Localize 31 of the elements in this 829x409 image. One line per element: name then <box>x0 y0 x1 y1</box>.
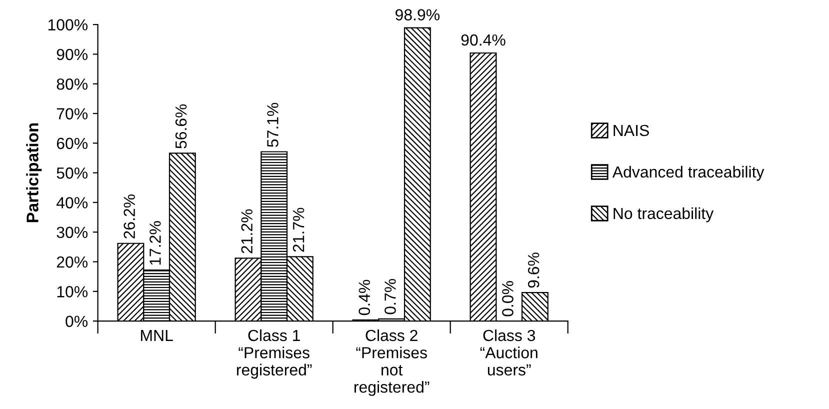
data-label: 21.7% <box>292 208 304 252</box>
x-tick-label: Class 2 “Premises not registered” <box>354 329 430 396</box>
x-tick-label: Class 1 “Premises registered” <box>236 329 312 379</box>
data-label: 9.6% <box>528 252 540 288</box>
y-tick-label: 30% <box>56 226 88 238</box>
data-label: 98.9% <box>396 9 440 20</box>
data-label: 26.2% <box>124 194 136 238</box>
x-tick-label: MNL <box>141 330 173 341</box>
y-tick-label: 100% <box>48 19 88 30</box>
data-label: 0.0% <box>502 281 514 316</box>
data-label: 17.2% <box>150 221 161 265</box>
data-label: 90.4% <box>461 34 506 46</box>
data-label: 0.4% <box>358 280 370 316</box>
data-label: 0.7% <box>384 278 396 314</box>
y-tick-label: 50% <box>56 167 88 179</box>
y-tick-label: 60% <box>56 138 88 150</box>
y-tick-label: 20% <box>56 256 88 268</box>
y-tick-label: 10% <box>57 286 88 298</box>
y-tick-label: 40% <box>56 197 88 208</box>
y-tick-label: 70% <box>56 108 88 120</box>
y-axis-title: Participation <box>26 123 42 222</box>
data-label: 56.6% <box>175 104 187 148</box>
data-label: 57.1% <box>267 102 278 147</box>
data-label: 21.2% <box>241 209 252 254</box>
legend-label: NAIS <box>614 124 649 136</box>
y-tick-label: 90% <box>56 48 88 60</box>
y-tick-label: 80% <box>56 78 88 90</box>
x-tick-label: Class 3 “Auction users” <box>480 329 538 376</box>
legend-label: No traceability <box>614 207 714 222</box>
legend-label: Advanced traceability <box>612 166 764 181</box>
y-tick-label: 0% <box>66 316 88 328</box>
